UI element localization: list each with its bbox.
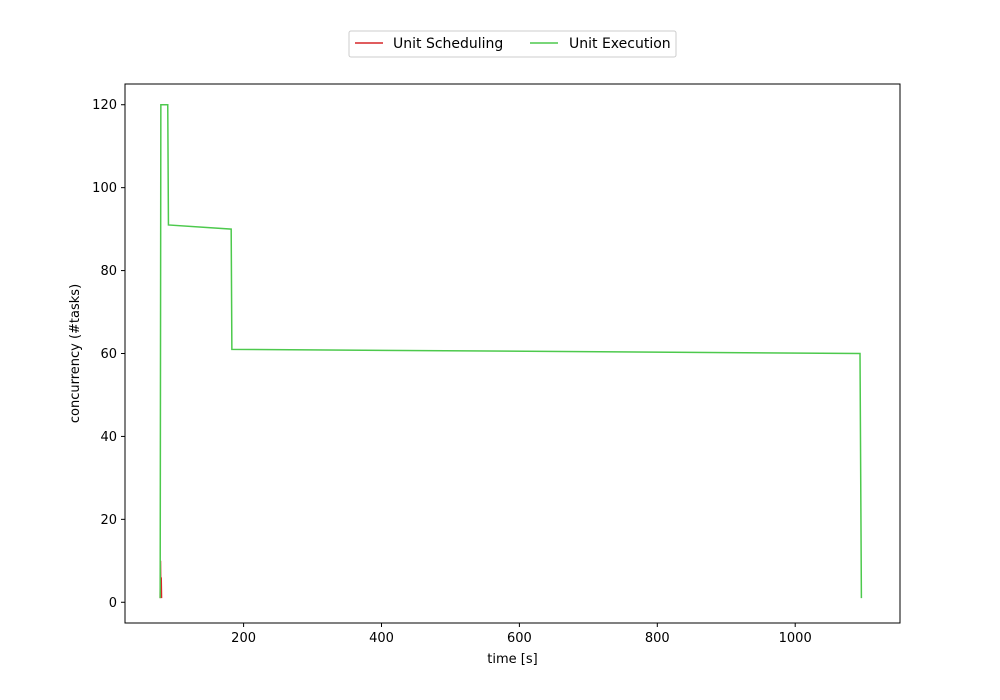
- y-tick-label: 20: [100, 513, 117, 528]
- x-axis-label: time [s]: [487, 652, 537, 667]
- y-axis-label: concurrency (#tasks): [68, 284, 83, 423]
- legend-label-unit-execution: Unit Execution: [569, 36, 671, 52]
- x-tick-label: 600: [507, 631, 532, 646]
- y-axis-ticks: 0 20 40 60 80 100 120: [92, 98, 125, 611]
- x-tick-label: 800: [645, 631, 670, 646]
- y-tick-label: 60: [100, 347, 117, 362]
- y-tick-label: 100: [92, 181, 117, 196]
- series-lines: [159, 103, 863, 599]
- legend-label-unit-scheduling: Unit Scheduling: [393, 36, 503, 52]
- y-tick-label: 120: [92, 98, 117, 113]
- x-tick-label: 200: [231, 631, 256, 646]
- x-tick-label: 400: [369, 631, 394, 646]
- x-axis-ticks: 200 400 600 800 1000: [231, 623, 812, 646]
- x-tick-label: 1000: [779, 631, 812, 646]
- series-line-unit-execution: [159, 103, 863, 599]
- legend-frame: [348, 30, 677, 58]
- y-tick-label: 0: [109, 596, 117, 611]
- y-tick-label: 40: [100, 430, 117, 445]
- legend: Unit Scheduling Unit Execution: [348, 30, 677, 58]
- y-tick-label: 80: [100, 264, 117, 279]
